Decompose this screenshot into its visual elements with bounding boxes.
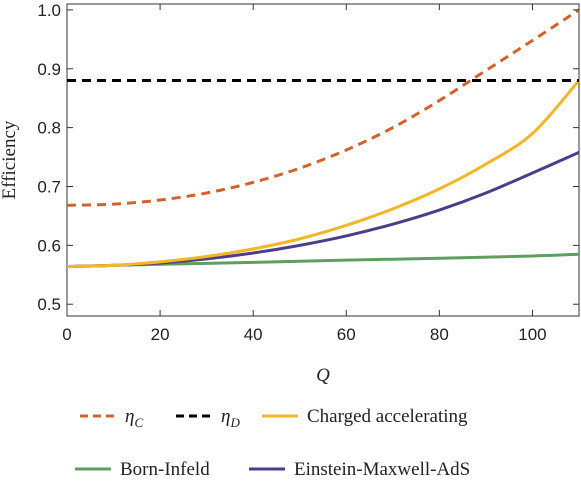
legend-label-2: Charged accelerating (307, 406, 468, 427)
x-tick-label: 80 (430, 325, 449, 344)
series-line-4 (66, 150, 580, 269)
y-tick-label: 0.7 (37, 177, 61, 196)
y-tick-label: 0.8 (37, 119, 61, 138)
y-tick-label: 0.6 (37, 236, 61, 255)
x-tick-label: 0 (62, 325, 71, 344)
legend: ηC ηD Charged accelerating Born-Infeld Einst… (75, 406, 470, 480)
legend-label-4: Einstein-Maxwell-AdS (294, 459, 470, 480)
y-tick-label: 1.0 (37, 1, 61, 20)
legend-label-3: Born-Infeld (120, 459, 210, 480)
legend-label-0: ηC (125, 406, 143, 430)
plot-frame (66, 3, 580, 317)
y-tick-label: 0.9 (37, 60, 61, 79)
legend-label-1: ηD (221, 406, 240, 430)
y-tick-label: 0.5 (37, 295, 61, 314)
x-axis-label: Q (316, 365, 330, 386)
x-tick-label: 20 (151, 325, 170, 344)
series-line-0 (66, 8, 580, 207)
series-line-2 (66, 79, 581, 269)
x-tick-label: 60 (337, 325, 356, 344)
x-tick-label: 40 (244, 325, 263, 344)
y-axis-label: Efficiency (0, 120, 20, 199)
x-tick-label: 100 (518, 325, 546, 344)
